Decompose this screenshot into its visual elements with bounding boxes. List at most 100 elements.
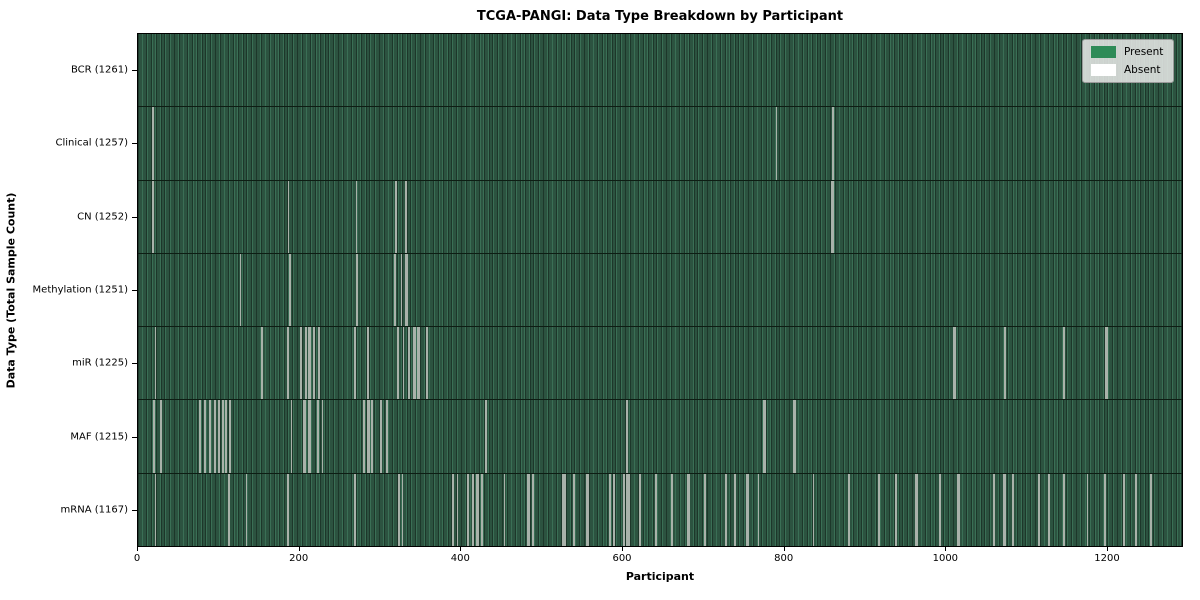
absent-stripe <box>151 180 153 253</box>
absent-stripe <box>453 473 455 546</box>
y-tick-mark <box>132 510 137 512</box>
absent-stripe <box>1149 473 1152 546</box>
absent-stripe <box>895 473 897 546</box>
absent-stripe <box>954 327 956 400</box>
absent-stripe <box>380 400 382 473</box>
x-tick-label: 1000 <box>932 553 959 564</box>
absent-stripe <box>609 473 611 546</box>
absent-stripe <box>1062 473 1064 546</box>
absent-stripe <box>573 473 575 546</box>
absent-stripe <box>1047 473 1050 546</box>
x-tick-mark <box>460 547 462 551</box>
absent-stripe <box>314 327 316 400</box>
absent-stripe <box>562 473 564 546</box>
absent-stripe <box>385 400 388 473</box>
absent-stripe <box>638 473 641 546</box>
absent-stripe <box>485 400 487 473</box>
absent-stripe <box>308 327 310 400</box>
absent-stripe <box>208 400 211 473</box>
absent-stripe <box>831 180 833 253</box>
absent-stripe <box>303 400 305 473</box>
legend: Present Absent <box>1082 39 1175 83</box>
absent-stripe <box>1063 473 1065 546</box>
absent-stripe <box>452 473 454 546</box>
y-tick-label: mRNA (1167) <box>60 504 128 516</box>
absent-stripe <box>477 473 479 546</box>
absent-stripe <box>1004 473 1006 546</box>
legend-label: Absent <box>1124 64 1161 76</box>
absent-stripe <box>217 400 220 473</box>
absent-stripe <box>481 473 483 546</box>
absent-stripe <box>734 473 736 546</box>
absent-stripe <box>363 400 365 473</box>
absent-stripe <box>1123 473 1125 546</box>
absent-stripe <box>747 473 749 546</box>
y-tick-label: Methylation (1251) <box>32 284 128 296</box>
absent-stripe <box>724 473 726 546</box>
absent-stripe <box>199 400 201 473</box>
absent-stripe <box>626 473 629 546</box>
legend-swatch-absent <box>1091 64 1116 76</box>
absent-stripe <box>354 327 356 400</box>
absent-stripe <box>793 400 795 473</box>
absent-stripe <box>398 473 401 546</box>
x-axis-label: Participant <box>625 570 695 583</box>
absent-stripe <box>153 400 155 473</box>
absent-stripe <box>993 473 996 546</box>
absent-stripe <box>1086 473 1089 546</box>
x-tick-mark <box>1107 547 1108 551</box>
absent-stripe <box>655 473 657 546</box>
absent-stripe <box>209 400 212 473</box>
absent-stripe <box>467 473 469 546</box>
row-MAF <box>138 400 1182 474</box>
absent-stripe <box>1106 327 1108 400</box>
legend-swatch-present <box>1091 46 1116 58</box>
absent-stripe <box>218 400 220 473</box>
absent-stripe <box>300 327 302 400</box>
absent-stripe <box>152 107 154 180</box>
absent-stripe <box>394 253 396 327</box>
x-tick-label: 1200 <box>1094 553 1120 564</box>
absent-stripe <box>622 473 625 546</box>
x-tick-label: 600 <box>612 553 632 564</box>
absent-stripe <box>956 473 958 546</box>
y-tick-label: BCR (1261) <box>70 64 128 76</box>
absent-stripe <box>370 400 372 473</box>
absent-stripe <box>1003 327 1005 400</box>
absent-stripe <box>402 473 404 546</box>
row-Clinical <box>138 107 1182 181</box>
absent-stripe <box>1003 473 1005 546</box>
y-tick-label: MAF (1215) <box>70 431 128 443</box>
absent-stripe <box>356 253 358 327</box>
absent-stripe <box>309 327 311 400</box>
absent-stripe <box>160 400 162 473</box>
absent-stripe <box>746 473 748 546</box>
absent-stripe <box>288 253 291 327</box>
absent-stripe <box>476 473 478 546</box>
absent-stripe <box>763 400 765 473</box>
absent-stripe <box>246 473 248 546</box>
row-miR <box>138 327 1182 401</box>
y-tick-label: CN (1252) <box>77 211 128 223</box>
absent-stripe <box>471 473 473 546</box>
absent-stripe <box>151 107 153 180</box>
absent-stripe <box>398 473 400 546</box>
absent-stripe <box>1150 473 1152 546</box>
absent-stripe <box>368 400 370 473</box>
absent-stripe <box>225 400 228 473</box>
absent-stripe <box>356 253 359 327</box>
absent-stripe <box>879 473 881 546</box>
y-tick-mark <box>132 436 137 438</box>
absent-stripe <box>229 400 232 473</box>
absent-stripe <box>1106 327 1109 400</box>
absent-stripe <box>290 400 292 473</box>
absent-stripe <box>563 473 566 546</box>
absent-stripe <box>154 327 157 400</box>
plot-area <box>137 33 1183 547</box>
absent-stripe <box>672 473 674 546</box>
absent-stripe <box>405 253 407 327</box>
absent-stripe <box>482 473 484 546</box>
absent-stripe <box>957 473 959 546</box>
absent-stripe <box>938 473 941 546</box>
